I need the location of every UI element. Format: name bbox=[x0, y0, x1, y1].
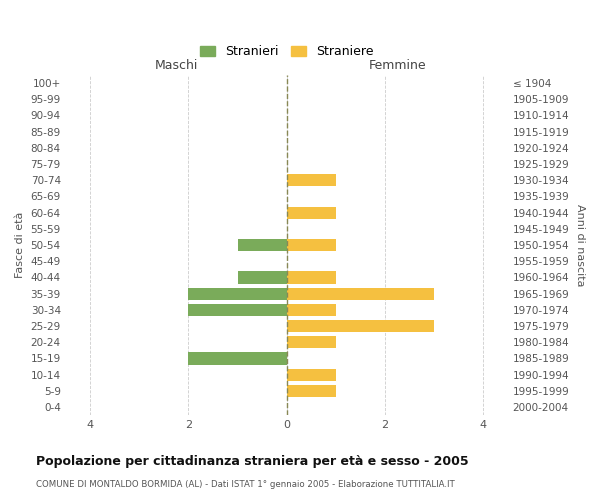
Text: Femmine: Femmine bbox=[368, 58, 426, 71]
Y-axis label: Anni di nascita: Anni di nascita bbox=[575, 204, 585, 286]
Bar bbox=[287, 304, 336, 316]
Bar bbox=[287, 239, 336, 251]
Bar bbox=[188, 304, 287, 316]
Bar bbox=[287, 272, 336, 283]
Bar bbox=[188, 288, 287, 300]
Bar bbox=[188, 352, 287, 364]
Text: Popolazione per cittadinanza straniera per età e sesso - 2005: Popolazione per cittadinanza straniera p… bbox=[36, 455, 469, 468]
Text: COMUNE DI MONTALDO BORMIDA (AL) - Dati ISTAT 1° gennaio 2005 - Elaborazione TUTT: COMUNE DI MONTALDO BORMIDA (AL) - Dati I… bbox=[36, 480, 455, 489]
Bar bbox=[238, 272, 287, 283]
Bar bbox=[287, 385, 336, 397]
Bar bbox=[287, 174, 336, 186]
Bar bbox=[287, 288, 434, 300]
Bar bbox=[287, 336, 336, 348]
Bar bbox=[287, 368, 336, 380]
Bar bbox=[238, 239, 287, 251]
Y-axis label: Fasce di età: Fasce di età bbox=[15, 212, 25, 278]
Bar bbox=[287, 320, 434, 332]
Bar bbox=[287, 206, 336, 218]
Legend: Stranieri, Straniere: Stranieri, Straniere bbox=[195, 40, 379, 64]
Text: Maschi: Maschi bbox=[155, 58, 198, 71]
